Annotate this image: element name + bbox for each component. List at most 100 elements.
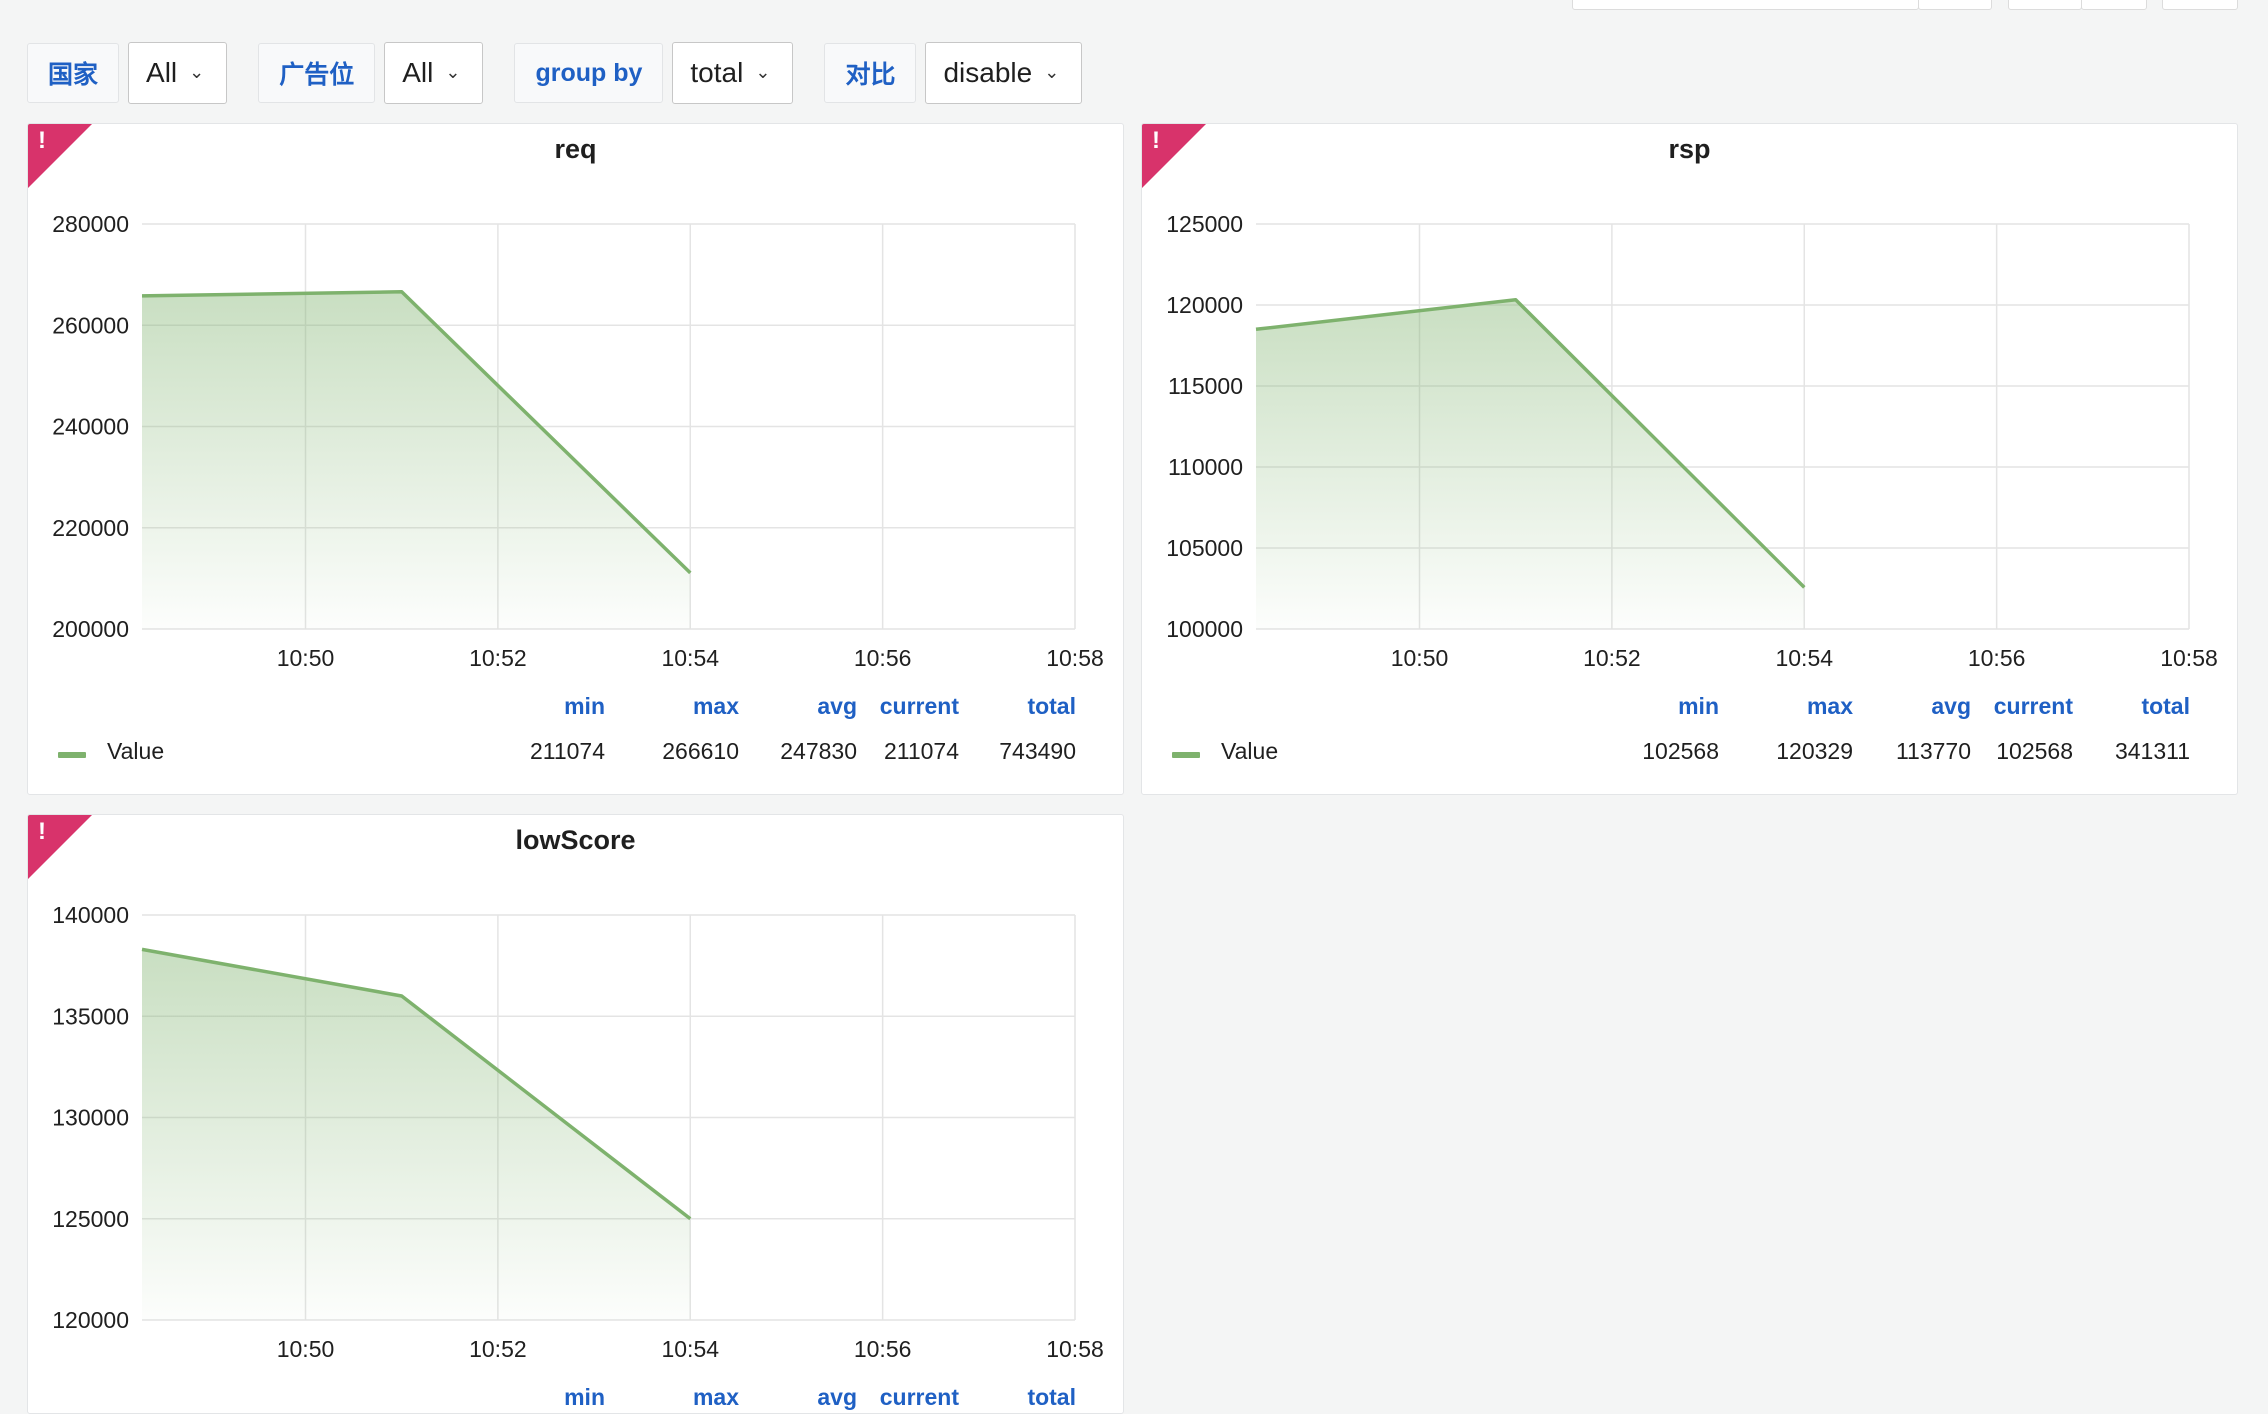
y-tick-label: 125000 (1166, 211, 1243, 237)
panel-rsp[interactable]: ! rsp 125000 120000 115000 110000 105000 1000… (1141, 123, 2238, 795)
variable-select-compare[interactable]: disable ⌄ (925, 42, 1083, 104)
legend-value-avg: 113770 (1895, 738, 1971, 764)
x-tick-label: 10:56 (854, 645, 912, 671)
variable-label-ad-slot: 广告位 (258, 43, 376, 103)
legend-header-avg[interactable]: avg (1931, 693, 1971, 719)
top-toolbar-button[interactable] (2008, 0, 2082, 10)
variable-select-group-by[interactable]: total ⌄ (672, 42, 794, 104)
variable-label-country: 国家 (27, 43, 120, 103)
y-tick-label: 260000 (52, 312, 129, 338)
legend-swatch[interactable] (58, 752, 86, 758)
legend-series-name[interactable]: Value (107, 738, 165, 764)
y-tick-label: 120000 (1166, 292, 1243, 318)
series-line (1255, 297, 1806, 589)
y-tick-label: 100000 (1166, 616, 1243, 642)
x-tick-label: 10:52 (469, 645, 527, 671)
panel-title[interactable]: lowScore (515, 825, 636, 855)
y-tick-label: 105000 (1166, 535, 1243, 561)
x-tick-label: 10:54 (661, 1336, 719, 1362)
legend-header-max[interactable]: max (692, 1384, 739, 1410)
top-toolbar-button[interactable] (2162, 0, 2238, 10)
y-tick-label: 125000 (52, 1206, 129, 1232)
series-line (141, 947, 692, 1221)
legend-header-total[interactable]: total (1027, 693, 1076, 719)
top-toolbar-button[interactable] (2081, 0, 2147, 10)
variable-select-ad-slot[interactable]: All ⌄ (384, 42, 484, 104)
legend-header-min[interactable]: min (1678, 693, 1719, 719)
x-tick-label: 10:50 (1391, 645, 1449, 671)
alert-corner[interactable] (28, 124, 92, 188)
req-chart: 280000 260000 240000 220000 200000 10:50 10:52… (52, 211, 1104, 671)
x-tick-label: 10:50 (277, 645, 335, 671)
legend-swatch[interactable] (1172, 752, 1200, 758)
y-tick-label: 280000 (52, 211, 129, 237)
y-tick-label: 200000 (52, 616, 129, 642)
variable-value: All (146, 57, 178, 88)
template-variables-bar: 国家 All ⌄ 广告位 All ⌄ group by total ⌄ 对比 d… (27, 42, 1083, 104)
legend-value-max: 266610 (662, 738, 739, 764)
legend-header-max[interactable]: max (692, 693, 739, 719)
alert-icon: ! (38, 127, 46, 154)
x-tick-label: 10:58 (1046, 645, 1104, 671)
legend-header-total[interactable]: total (1027, 1384, 1076, 1410)
lowscore-chart: 140000 135000 130000 125000 120000 10:50 10:52… (52, 902, 1104, 1362)
alert-corner[interactable] (28, 815, 92, 879)
legend-header-total[interactable]: total (2141, 693, 2190, 719)
legend-header-current[interactable]: current (879, 693, 959, 719)
legend-value-total: 341311 (2114, 738, 2190, 764)
series-area (142, 949, 691, 1320)
legend-header-avg[interactable]: avg (817, 693, 857, 719)
chevron-down-icon: ⌄ (445, 61, 461, 82)
x-tick-label: 10:54 (661, 645, 719, 671)
series-area (1256, 299, 1805, 629)
x-tick-label: 10:58 (1046, 1336, 1104, 1362)
y-tick-label: 220000 (52, 515, 129, 541)
legend-value-max: 120329 (1776, 738, 1853, 764)
y-tick-label: 110000 (1168, 454, 1243, 480)
x-tick-label: 10:56 (1968, 645, 2026, 671)
panel-title[interactable]: req (554, 134, 597, 164)
legend-series-name[interactable]: Value (1221, 738, 1279, 764)
legend-value-min: 102568 (1642, 738, 1719, 764)
top-toolbar-button[interactable] (1918, 0, 1992, 10)
legend-header-min[interactable]: min (564, 693, 605, 719)
y-tick-label: 130000 (52, 1105, 129, 1131)
panel-title[interactable]: rsp (1668, 134, 1711, 164)
variable-label-compare: 对比 (824, 43, 917, 103)
alert-corner[interactable] (1142, 124, 1206, 188)
legend-header-max[interactable]: max (1806, 693, 1853, 719)
y-tick-label: 140000 (52, 902, 129, 928)
x-tick-label: 10:50 (277, 1336, 335, 1362)
x-tick-label: 10:58 (2160, 645, 2218, 671)
variable-value: total (690, 57, 744, 88)
alert-icon: ! (38, 818, 46, 845)
chevron-down-icon: ⌄ (189, 61, 205, 82)
variable-label-group-by: group by (514, 43, 664, 103)
alert-icon: ! (1152, 127, 1160, 154)
legend-value-avg: 247830 (780, 738, 857, 764)
panel-req[interactable]: ! req 280000 260000 240000 220000 200000 10:5… (27, 123, 1124, 795)
y-tick-label: 115000 (1168, 373, 1243, 399)
variable-value: disable (943, 57, 1033, 88)
legend-value-current: 211074 (883, 738, 959, 764)
series-line (141, 290, 692, 575)
series-area (142, 291, 691, 629)
variable-select-country[interactable]: All ⌄ (128, 42, 228, 104)
legend-header-current[interactable]: current (879, 1384, 959, 1410)
variable-value: All (402, 57, 434, 88)
chevron-down-icon: ⌄ (755, 61, 771, 82)
legend-header-current[interactable]: current (1993, 693, 2073, 719)
y-tick-label: 135000 (52, 1003, 129, 1029)
y-tick-label: 120000 (52, 1307, 129, 1333)
x-tick-label: 10:54 (1775, 645, 1833, 671)
x-tick-label: 10:56 (854, 1336, 912, 1362)
legend-value-min: 211074 (529, 738, 605, 764)
panel-lowscore[interactable]: ! lowScore 140000 135000 130000 125000 12000… (27, 814, 1124, 1414)
top-toolbar-input[interactable] (1572, 0, 1919, 10)
legend-header-min[interactable]: min (564, 1384, 605, 1410)
y-tick-label: 240000 (52, 414, 129, 440)
x-tick-label: 10:52 (469, 1336, 527, 1362)
legend-value-total: 743490 (999, 738, 1076, 764)
rsp-chart: 125000 120000 115000 110000 105000 100000 10:5… (1166, 211, 2218, 671)
x-tick-label: 10:52 (1583, 645, 1641, 671)
